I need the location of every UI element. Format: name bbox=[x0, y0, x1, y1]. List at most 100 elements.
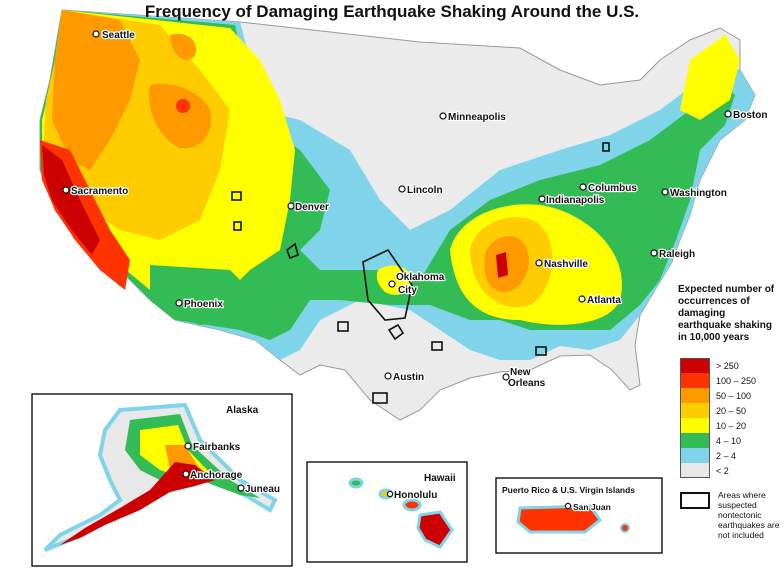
nontectonic-area bbox=[231, 191, 242, 201]
city-label-austin: Austin bbox=[393, 372, 424, 383]
nontectonic-area bbox=[337, 321, 349, 332]
legend-swatch bbox=[680, 448, 710, 463]
san-juan-marker bbox=[564, 502, 572, 510]
city-label-washington: Washington bbox=[670, 188, 727, 199]
nontectonic-area bbox=[431, 341, 443, 351]
alaska-red bbox=[60, 462, 215, 545]
legend-item: 100 – 250 bbox=[680, 373, 780, 388]
nontectonic-area bbox=[602, 142, 610, 152]
city-label-honolulu: Honolulu bbox=[394, 490, 437, 501]
nontectonic-area bbox=[362, 248, 413, 321]
zone-red-utah bbox=[176, 99, 190, 113]
cities: Seattle Sacramento Phoenix Denver Lincol… bbox=[62, 29, 769, 390]
city-label-new: New bbox=[510, 367, 531, 378]
zone-orange-utah bbox=[149, 83, 211, 149]
big-island bbox=[416, 510, 454, 549]
anchorage-marker bbox=[182, 470, 190, 478]
legend: > 250 100 – 250 50 – 100 20 – 50 10 – 20 4 – … bbox=[680, 358, 780, 478]
legend-swatch bbox=[680, 388, 710, 403]
city-label-lincoln: Lincoln bbox=[407, 185, 443, 196]
nontectonic-area bbox=[286, 242, 299, 260]
map-title: Frequency of Damaging Earthquake Shaking… bbox=[144, 2, 640, 21]
zone-over-250-central bbox=[496, 252, 508, 278]
city-label-san-juan: San Juan bbox=[573, 502, 611, 512]
zone-orange-seattle bbox=[170, 33, 196, 60]
legend-label: 4 – 10 bbox=[716, 435, 742, 446]
legend-swatch bbox=[680, 433, 710, 448]
washington-marker bbox=[661, 188, 669, 196]
city-label-juneau: Juneau bbox=[245, 484, 280, 495]
city-label-orleans: Orleans bbox=[508, 378, 546, 389]
nontectonic-area bbox=[535, 346, 547, 356]
legend-swatch bbox=[680, 418, 710, 433]
nashville-marker bbox=[535, 259, 543, 267]
legend-item: 50 – 100 bbox=[680, 388, 780, 403]
phoenix-marker bbox=[175, 299, 183, 307]
hawaii-inset-title: Hawaii bbox=[424, 473, 456, 484]
puerto-rico-inset-title: Puerto Rico & U.S. Virgin Islands bbox=[502, 485, 635, 495]
legend-swatch bbox=[680, 373, 710, 388]
zone-green-southwest bbox=[150, 265, 260, 325]
boston-marker bbox=[724, 110, 732, 118]
legend-label: 50 – 100 bbox=[716, 390, 752, 401]
city-label-indianapolis: Indianapolis bbox=[546, 195, 605, 206]
legend-item: 4 – 10 bbox=[680, 433, 780, 448]
city-label-seattle: Seattle bbox=[102, 30, 135, 41]
legend-label: 100 – 250 bbox=[716, 375, 757, 386]
zone-50-100-west bbox=[52, 10, 140, 170]
legend-swatch bbox=[680, 403, 710, 418]
legend-item: 2 – 4 bbox=[680, 448, 780, 463]
city-label-raleigh: Raleigh bbox=[659, 249, 695, 260]
legend-item: > 250 bbox=[680, 358, 780, 373]
zone-over-250-west bbox=[42, 145, 100, 255]
new-orleans-marker bbox=[502, 373, 510, 381]
indianapolis-marker bbox=[538, 195, 546, 203]
zone-yellow-southeast bbox=[559, 245, 611, 292]
honolulu-marker bbox=[386, 490, 394, 498]
atlanta-marker bbox=[578, 295, 586, 303]
alaska-inset-title: Alaska bbox=[226, 405, 259, 416]
legend-label: 10 – 20 bbox=[716, 420, 747, 431]
city-label-sacramento: Sacramento bbox=[71, 186, 128, 197]
city-label-oklahoma: Oklahoma bbox=[396, 272, 445, 283]
austin-marker bbox=[384, 372, 392, 380]
kauai-island bbox=[348, 477, 364, 489]
sacramento-marker bbox=[62, 186, 70, 194]
legend-item: 10 – 20 bbox=[680, 418, 780, 433]
city-label-minneapolis: Minneapolis bbox=[448, 112, 506, 123]
nontectonic-legend: Areas where suspected nontectonic earthq… bbox=[680, 490, 780, 540]
seattle-marker bbox=[92, 30, 100, 38]
nontectonic-area bbox=[387, 323, 405, 341]
legend-label: 2 – 4 bbox=[716, 450, 737, 461]
nontectonic-area bbox=[372, 392, 388, 404]
nontectonic-area bbox=[233, 221, 242, 231]
zone-10-20-northeast bbox=[680, 35, 740, 120]
city-label-phoenix: Phoenix bbox=[184, 299, 223, 310]
city-label-nashville: Nashville bbox=[544, 259, 588, 270]
nontectonic-legend-swatch bbox=[680, 492, 710, 509]
raleigh-marker bbox=[650, 249, 658, 257]
legend-label: 20 – 50 bbox=[716, 405, 747, 416]
legend-item: < 2 bbox=[680, 463, 780, 478]
lincoln-marker bbox=[398, 185, 406, 193]
legend-label: < 2 bbox=[716, 465, 729, 476]
legend-title: Expected number of occurrences of damagi… bbox=[678, 284, 775, 343]
city-label-oklahoma-city: City bbox=[398, 285, 417, 296]
virgin-islands bbox=[620, 523, 630, 533]
legend-label: > 250 bbox=[716, 360, 739, 371]
legend-swatch bbox=[680, 463, 710, 478]
city-label-boston: Boston bbox=[733, 110, 767, 121]
city-label-denver: Denver bbox=[295, 202, 329, 213]
city-label-anchorage: Anchorage bbox=[190, 470, 243, 481]
minneapolis-marker bbox=[439, 112, 447, 120]
fairbanks-marker bbox=[184, 442, 192, 450]
nontectonic-outlines bbox=[231, 142, 610, 404]
city-label-fairbanks: Fairbanks bbox=[193, 442, 241, 453]
legend-item: 20 – 50 bbox=[680, 403, 780, 418]
city-label-atlanta: Atlanta bbox=[587, 295, 621, 306]
puerto-rico-island bbox=[516, 504, 603, 534]
oklahoma-city-marker bbox=[388, 280, 396, 288]
columbus-marker bbox=[579, 183, 587, 191]
maui-island bbox=[402, 498, 422, 512]
